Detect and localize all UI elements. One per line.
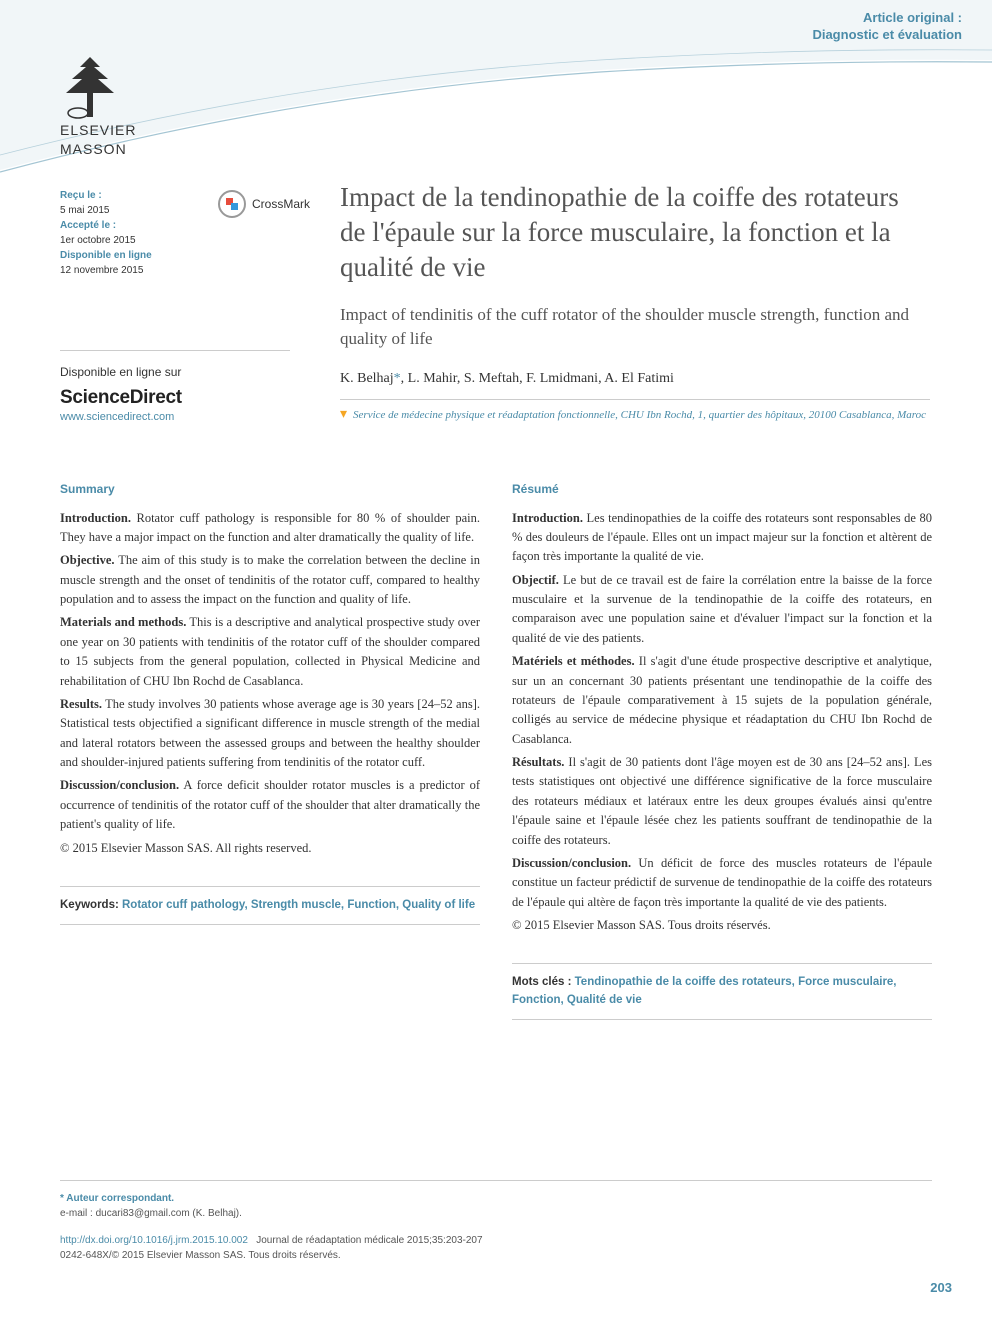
doi-link: http://dx.doi.org/10.1016/j.jrm.2015.10.… [60,1235,248,1246]
doi-line: http://dx.doi.org/10.1016/j.jrm.2015.10.… [60,1233,932,1248]
online-date-value: 12 novembre 2015 [60,263,300,278]
keywords-fr-block: Mots clés : Tendinopathie de la coiffe d… [512,963,932,1020]
publisher-name-1: ELSEVIER [60,123,300,138]
left-column: ELSEVIER MASSON Reçu le : 5 mai 2015 Acc… [60,55,300,278]
corresponding-author: * Auteur correspondant. [60,1191,932,1206]
keywords-fr-label: Mots clés : [512,976,571,988]
summary-methods: Materials and methods. This is a descrip… [60,613,480,691]
summary-discussion: Discussion/conclusion. A force deficit s… [60,776,480,834]
issn-line: 0242-648X/© 2015 Elsevier Masson SAS. To… [60,1248,932,1263]
resume-discussion: Discussion/conclusion. Un déficit de for… [512,854,932,912]
available-online-label: Disponible en ligne sur [60,365,290,379]
publisher-logo: ELSEVIER MASSON [60,55,300,158]
online-date-label: Disponible en ligne [60,248,300,263]
affiliation-text: Service de médecine physique et réadapta… [353,408,926,423]
sciencedirect-block: Disponible en ligne sur ScienceDirect ww… [60,350,290,423]
summary-copyright: © 2015 Elsevier Masson SAS. All rights r… [60,839,480,858]
summary-column: Summary Introduction. Rotator cuff patho… [60,480,480,1020]
sciencedirect-url[interactable]: www.sciencedirect.com [60,411,290,423]
article-type-line1: Article original : [812,10,962,27]
resume-copyright: © 2015 Elsevier Masson SAS. Tous droits … [512,916,932,935]
resume-column: Résumé Introduction. Les tendinopathies … [512,480,932,1020]
article-type-line2: Diagnostic et évaluation [812,27,962,44]
keywords-en-value: Rotator cuff pathology, Strength muscle,… [122,899,475,911]
summary-intro: Introduction. Rotator cuff pathology is … [60,509,480,548]
footer-block: * Auteur correspondant. e-mail : ducari8… [60,1180,932,1263]
resume-objectif: Objectif. Le but de ce travail est de fa… [512,571,932,649]
crossmark-icon [218,190,246,218]
accepted-label: Accepté le : [60,218,300,233]
title-block: Impact de la tendinopathie de la coiffe … [340,180,930,423]
article-title-en: Impact of tendinitis of the cuff rotator… [340,303,930,351]
authors-list: K. Belhaj*, L. Mahir, S. Meftah, F. Lmid… [340,371,930,387]
summary-heading: Summary [60,480,480,499]
article-type-tag: Article original : Diagnostic et évaluat… [812,10,962,44]
accepted-value: 1er octobre 2015 [60,233,300,248]
keywords-en-block: Keywords: Rotator cuff pathology, Streng… [60,886,480,925]
affiliation-block: ▾ Service de médecine physique et réadap… [340,399,930,423]
article-title-fr: Impact de la tendinopathie de la coiffe … [340,180,930,285]
abstracts-container: Summary Introduction. Rotator cuff patho… [60,480,932,1020]
summary-objective: Objective. The aim of this study is to m… [60,551,480,609]
resume-methodes: Matériels et méthodes. Il s'agit d'une é… [512,652,932,749]
keywords-en-label: Keywords: [60,899,119,911]
affiliation-arrow-icon: ▾ [340,408,347,422]
crossmark-badge[interactable]: CrossMark [218,190,310,218]
authors-text: K. Belhaj*, L. Mahir, S. Meftah, F. Lmid… [340,371,674,386]
resume-heading: Résumé [512,480,932,499]
summary-results: Results. The study involves 30 patients … [60,695,480,773]
crossmark-label: CrossMark [252,197,310,211]
corresponding-email: e-mail : ducari83@gmail.com (K. Belhaj). [60,1206,932,1221]
publisher-name-2: MASSON [60,142,300,157]
page-number: 203 [930,1280,952,1295]
sciencedirect-logo: ScienceDirect [60,387,290,409]
resume-intro: Introduction. Les tendinopathies de la c… [512,509,932,567]
resume-resultats: Résultats. Il s'agit de 30 patients dont… [512,753,932,850]
